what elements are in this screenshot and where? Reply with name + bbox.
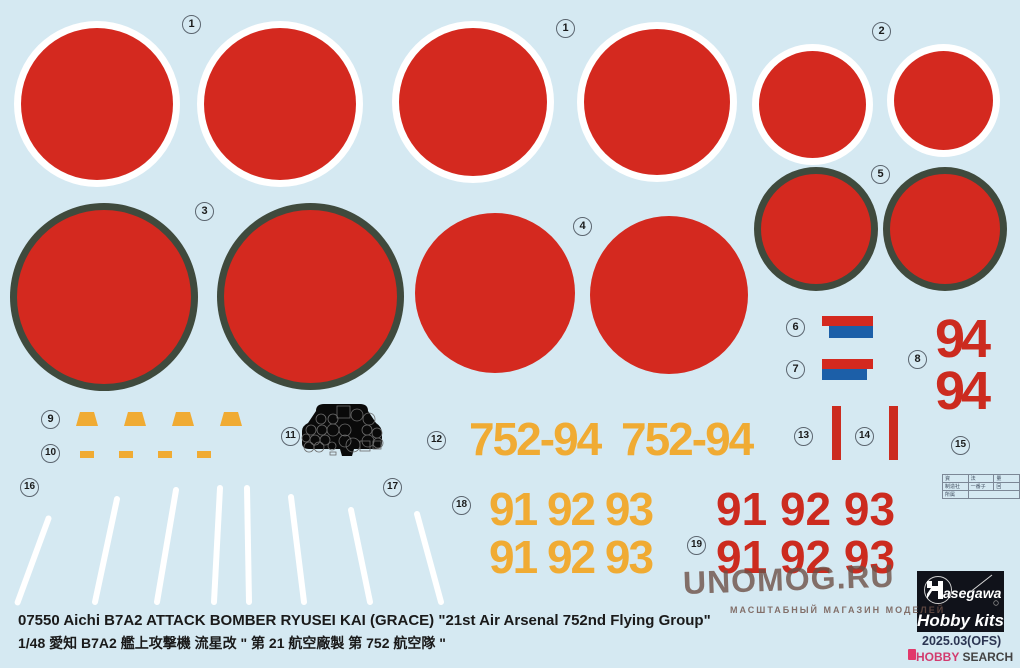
svg-text:asegawa: asegawa bbox=[943, 585, 1002, 601]
